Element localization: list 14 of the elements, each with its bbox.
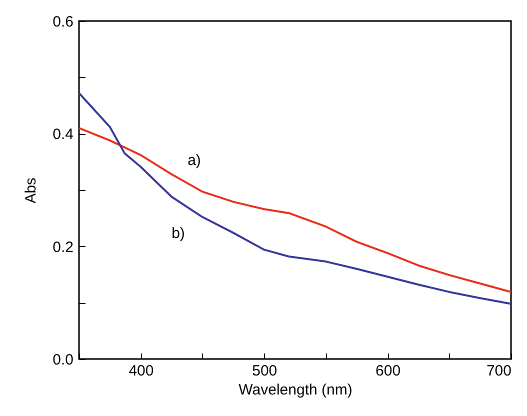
x-tick-label: 500 <box>252 362 278 380</box>
x-tick-label: 600 <box>376 362 401 380</box>
x-axis-title: Wavelength (nm) <box>238 382 352 398</box>
line-series <box>78 92 512 305</box>
y-tick-label: 0.6 <box>52 14 74 30</box>
y-tick-label: 0.2 <box>52 238 74 256</box>
text: 0.0 <box>52 352 74 368</box>
series-label: b) <box>172 224 185 242</box>
series-label: a) <box>188 152 201 170</box>
x-tick-label: 700 <box>486 362 512 380</box>
y-axis-title: Abs <box>22 178 40 204</box>
x-tick-label: 400 <box>128 362 154 380</box>
y-tick-label: 0.4 <box>52 126 74 144</box>
line-series <box>78 127 512 293</box>
